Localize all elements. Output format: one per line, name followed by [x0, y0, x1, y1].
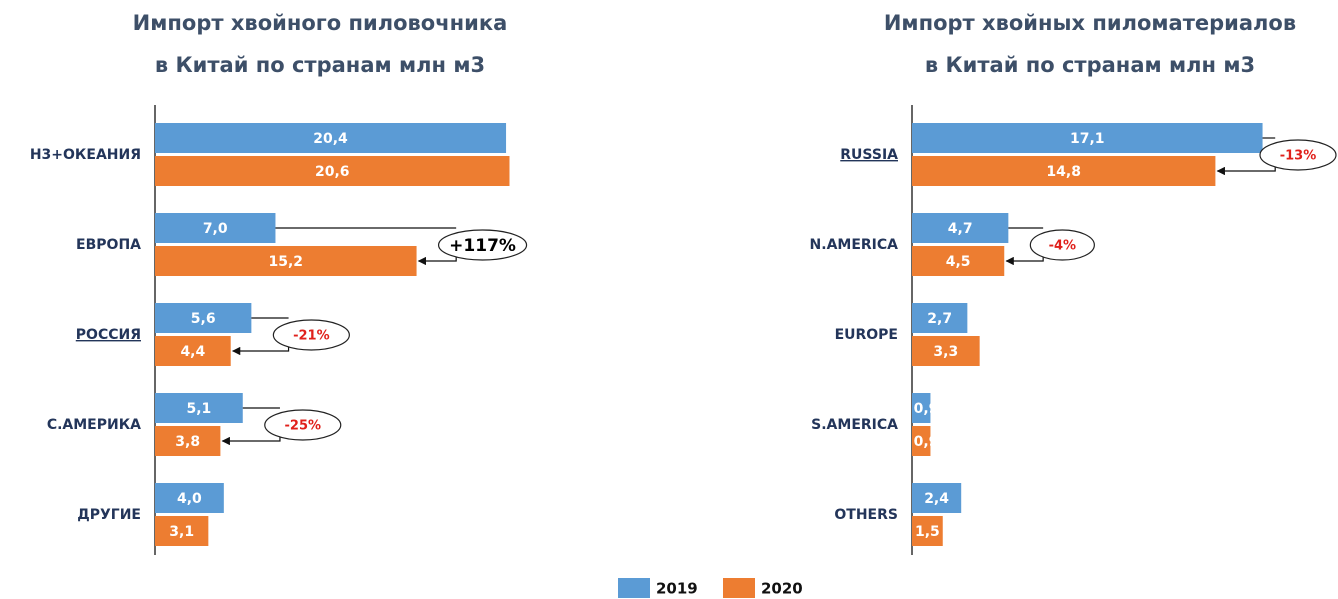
category-label: S.AMERICA	[811, 417, 898, 433]
value-label: 7,0	[203, 221, 228, 237]
change-bubble	[1259, 139, 1337, 171]
bar	[912, 213, 1009, 243]
category-label: RUSSIA	[840, 147, 898, 163]
bar	[912, 483, 962, 513]
bar	[912, 516, 943, 546]
bar	[155, 303, 252, 333]
value-label: 2,7	[927, 311, 952, 327]
bar	[912, 426, 931, 456]
bar	[155, 123, 507, 153]
legend-label: 2019	[656, 580, 698, 598]
legend-swatch	[723, 578, 755, 598]
value-label: 5,6	[191, 311, 216, 327]
value-label: 0,9	[914, 401, 939, 417]
bar	[912, 246, 1005, 276]
value-label: 4,0	[177, 491, 202, 507]
value-label: 3,8	[175, 434, 200, 450]
bar	[912, 393, 931, 423]
category-label: ЕВРОПА	[76, 237, 141, 253]
change-label: -25%	[285, 419, 322, 434]
value-label: 14,8	[1046, 164, 1081, 180]
value-label: 0,9	[914, 434, 939, 450]
bar	[155, 213, 276, 243]
value-label: 3,1	[169, 524, 194, 540]
value-label: 20,6	[315, 164, 350, 180]
connector-arrow	[1216, 163, 1276, 176]
change-label: -21%	[293, 329, 330, 344]
chart-title: Импорт хвойных пиломатериалов	[884, 11, 1296, 35]
value-label: 2,4	[924, 491, 949, 507]
legend-swatch	[618, 578, 650, 598]
change-bubble	[272, 319, 350, 351]
category-label: С.АМЕРИКА	[47, 417, 141, 433]
bar	[912, 123, 1263, 153]
category-label: N.AMERICA	[810, 237, 899, 253]
value-label: 1,5	[915, 524, 940, 540]
value-label: 4,4	[180, 344, 205, 360]
category-label: РОССИЯ	[76, 327, 141, 343]
change-label: +117%	[449, 236, 516, 256]
change-bubble	[437, 229, 528, 261]
value-label: 15,2	[269, 254, 304, 270]
bar	[155, 156, 510, 186]
chart-subtitle: в Китай по странам млн м3	[155, 53, 485, 77]
chart-subtitle: в Китай по странам млн м3	[925, 53, 1255, 77]
category-label: OTHERS	[834, 507, 898, 523]
category-label: EUROPE	[835, 327, 898, 343]
legend-label: 2020	[761, 580, 803, 598]
connector-arrow	[221, 433, 281, 446]
value-label: 4,7	[948, 221, 973, 237]
bar	[155, 516, 209, 546]
bar	[912, 336, 980, 366]
value-label: 4,5	[946, 254, 971, 270]
category-label: Н3+ОКЕАНИЯ	[30, 147, 141, 163]
value-label: 3,3	[933, 344, 958, 360]
value-label: 20,4	[313, 131, 348, 147]
bar	[912, 303, 968, 333]
change-label: -4%	[1049, 239, 1076, 254]
change-bubble	[264, 409, 342, 441]
bar	[155, 393, 243, 423]
bar	[155, 426, 221, 456]
chart-title: Импорт хвойного пиловочника	[133, 11, 508, 35]
bar	[155, 336, 231, 366]
category-label: ДРУГИЕ	[77, 507, 141, 523]
value-label: 5,1	[186, 401, 211, 417]
bar	[155, 246, 417, 276]
bar	[155, 483, 224, 513]
bar	[912, 156, 1216, 186]
value-label: 17,1	[1070, 131, 1105, 147]
change-bubble	[1029, 229, 1095, 261]
change-label: -13%	[1280, 149, 1317, 164]
